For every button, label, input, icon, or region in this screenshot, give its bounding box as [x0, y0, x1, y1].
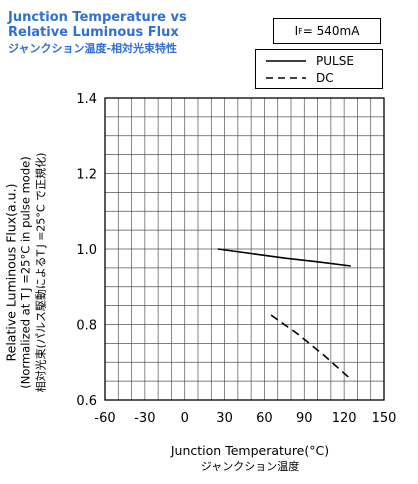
legend-swatch-dc — [266, 77, 306, 79]
condition-value: = 540mA — [302, 24, 360, 38]
series-line-dc — [270, 314, 352, 380]
plot-frame — [104, 97, 385, 401]
chart-title-line-1: Junction Temperature vs — [8, 10, 187, 25]
x-tick-label: 60 — [256, 411, 273, 426]
y-tick-label: 1.2 — [76, 168, 97, 183]
x-tick-label: 90 — [296, 411, 313, 426]
y-tick-label: 1.4 — [76, 92, 97, 107]
x-tick-label: 0 — [181, 411, 189, 426]
legend: PULSE DC — [255, 49, 383, 89]
legend-item-pulse: PULSE — [266, 53, 354, 69]
chart-title-line-2: Relative Luminous Flux — [8, 25, 179, 40]
series-line-pulse — [217, 248, 351, 267]
x-tick-label: 30 — [216, 411, 233, 426]
x-tick-label: -60 — [94, 411, 115, 426]
y-tick-label: 0.6 — [76, 394, 97, 409]
legend-label-dc: DC — [316, 71, 334, 85]
x-axis-label-line-2: ジャンクション温度 — [200, 460, 300, 473]
condition-prefix: I — [294, 24, 299, 38]
legend-swatch-pulse — [266, 60, 306, 62]
chart-title-line-3: ジャンクション温度-相対光束特性 — [8, 42, 178, 55]
x-tick-label: 120 — [332, 411, 357, 426]
x-tick-label: -30 — [134, 411, 155, 426]
condition-subscript: F — [298, 26, 303, 36]
y-tick-label: 0.8 — [76, 319, 97, 334]
x-axis-label: Junction Temperature(°C) ジャンクション温度 — [120, 443, 380, 475]
chart-title: Junction Temperature vs Relative Luminou… — [8, 10, 187, 56]
y-tick-label: 1.0 — [76, 243, 97, 258]
legend-item-dc: DC — [266, 70, 334, 86]
x-tick-label: 150 — [372, 411, 397, 426]
x-axis-label-line-1: Junction Temperature(°C) — [170, 443, 330, 458]
legend-label-pulse: PULSE — [316, 54, 354, 68]
